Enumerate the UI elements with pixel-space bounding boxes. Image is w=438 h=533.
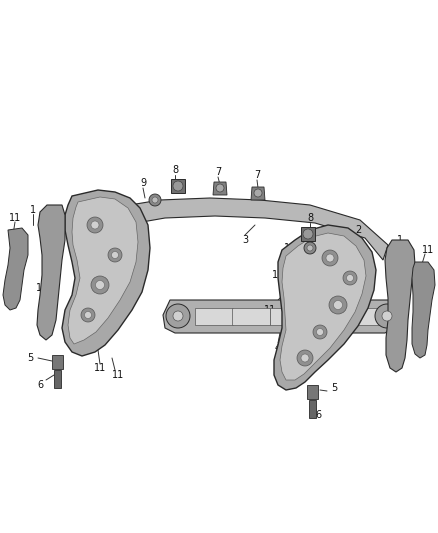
Circle shape	[95, 280, 105, 289]
Text: 6: 6	[37, 380, 43, 390]
Text: 5: 5	[331, 383, 337, 393]
Polygon shape	[280, 233, 366, 380]
Circle shape	[91, 221, 99, 229]
Circle shape	[304, 242, 316, 254]
Polygon shape	[274, 225, 376, 390]
Text: 11: 11	[112, 370, 124, 380]
Polygon shape	[232, 308, 270, 325]
Polygon shape	[270, 308, 308, 325]
Text: 11: 11	[272, 270, 284, 280]
Circle shape	[85, 311, 92, 319]
Text: 9: 9	[140, 178, 146, 188]
Circle shape	[108, 248, 122, 262]
Polygon shape	[118, 198, 388, 260]
Text: 7: 7	[215, 167, 221, 177]
Text: 11: 11	[9, 213, 21, 223]
Polygon shape	[37, 205, 65, 340]
Circle shape	[297, 350, 313, 366]
Text: 7: 7	[254, 170, 260, 180]
Circle shape	[375, 304, 399, 328]
Text: 6: 6	[315, 410, 321, 420]
Text: 4: 4	[275, 343, 281, 353]
Bar	[54, 370, 61, 388]
Text: 3: 3	[242, 235, 248, 245]
Circle shape	[152, 197, 158, 203]
Polygon shape	[163, 300, 395, 333]
Circle shape	[326, 254, 334, 262]
Text: 8: 8	[172, 165, 178, 175]
Circle shape	[87, 217, 103, 233]
Text: 8: 8	[307, 213, 313, 223]
Text: 1: 1	[397, 235, 403, 245]
Polygon shape	[385, 240, 415, 372]
Circle shape	[149, 194, 161, 206]
Circle shape	[313, 325, 327, 339]
Text: 11: 11	[307, 350, 319, 360]
Polygon shape	[62, 190, 150, 356]
Circle shape	[346, 274, 353, 281]
Circle shape	[112, 252, 119, 259]
Text: 10: 10	[104, 240, 116, 250]
Text: 9: 9	[315, 235, 321, 245]
Text: 5: 5	[27, 353, 33, 363]
Circle shape	[343, 271, 357, 285]
Text: 11: 11	[94, 363, 106, 373]
Circle shape	[91, 276, 109, 294]
Polygon shape	[171, 179, 185, 193]
Bar	[309, 400, 316, 418]
Text: 11: 11	[264, 305, 276, 315]
Text: 1: 1	[30, 205, 36, 215]
Circle shape	[216, 184, 224, 192]
Polygon shape	[213, 182, 227, 195]
Polygon shape	[352, 308, 390, 325]
Polygon shape	[315, 308, 353, 325]
Circle shape	[303, 229, 313, 239]
Text: 2: 2	[355, 225, 361, 235]
Polygon shape	[412, 262, 435, 358]
Circle shape	[173, 311, 183, 321]
Circle shape	[317, 328, 324, 335]
Polygon shape	[195, 308, 233, 325]
Circle shape	[333, 301, 343, 310]
Bar	[307, 385, 318, 399]
Text: 11: 11	[292, 335, 304, 345]
Polygon shape	[301, 227, 315, 241]
Circle shape	[322, 250, 338, 266]
Circle shape	[382, 311, 392, 321]
Text: 11: 11	[36, 283, 48, 293]
Polygon shape	[3, 228, 28, 310]
Circle shape	[307, 245, 313, 251]
Polygon shape	[68, 197, 138, 344]
Circle shape	[301, 354, 309, 362]
Circle shape	[173, 181, 183, 191]
Text: 11: 11	[422, 245, 434, 255]
Circle shape	[81, 308, 95, 322]
Bar	[52, 355, 63, 369]
Circle shape	[254, 189, 262, 197]
Circle shape	[329, 296, 347, 314]
Text: 10: 10	[284, 243, 296, 253]
Circle shape	[166, 304, 190, 328]
Polygon shape	[251, 187, 265, 200]
Text: 2: 2	[99, 190, 105, 200]
